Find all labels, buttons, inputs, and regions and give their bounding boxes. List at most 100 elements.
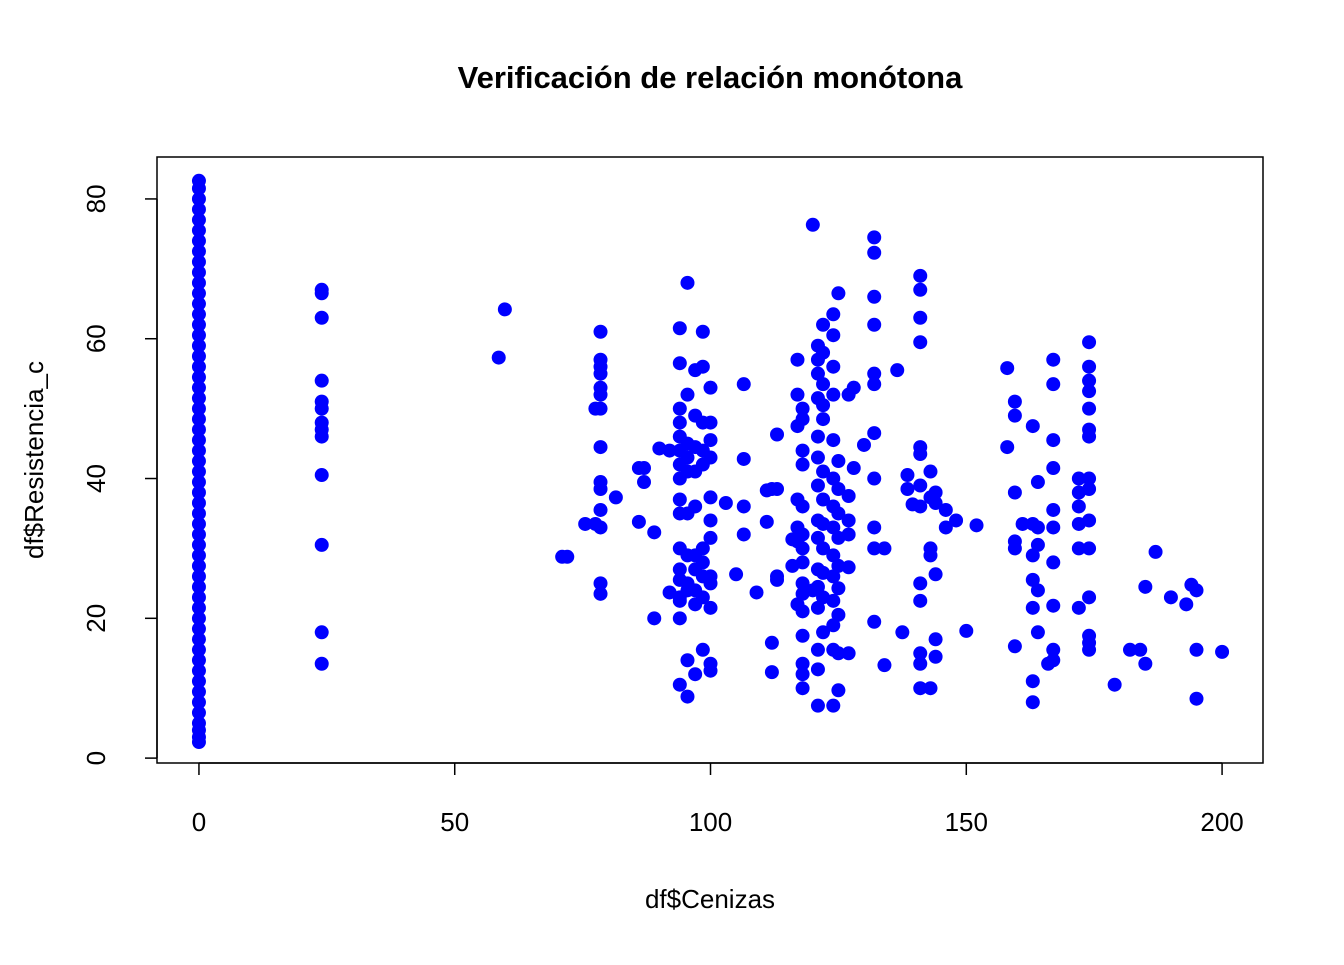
point	[191, 433, 206, 448]
point	[1071, 541, 1086, 556]
point	[846, 380, 861, 395]
point	[1015, 516, 1030, 531]
point	[810, 698, 825, 713]
point	[672, 492, 687, 507]
point	[1082, 482, 1097, 497]
point	[890, 363, 905, 378]
point	[1189, 583, 1204, 598]
point	[795, 457, 810, 472]
point	[191, 317, 206, 332]
point	[826, 593, 841, 608]
point	[1000, 361, 1015, 376]
point	[191, 506, 206, 521]
point	[593, 387, 608, 402]
point	[826, 548, 841, 563]
point	[1071, 471, 1086, 486]
point	[816, 377, 831, 392]
point	[795, 541, 810, 556]
point	[703, 450, 718, 465]
point	[191, 349, 206, 364]
point	[718, 495, 733, 510]
point	[672, 321, 687, 336]
point	[1046, 598, 1061, 613]
point	[913, 268, 928, 283]
point	[913, 593, 928, 608]
point	[1082, 359, 1097, 374]
point	[810, 662, 825, 677]
point	[191, 307, 206, 322]
point	[1007, 541, 1022, 556]
point	[826, 387, 841, 402]
point	[314, 625, 329, 640]
point	[703, 530, 718, 545]
point	[191, 244, 206, 259]
point	[191, 674, 206, 689]
point	[191, 401, 206, 416]
point	[191, 296, 206, 311]
point	[1025, 600, 1040, 615]
point	[877, 658, 892, 673]
point	[1071, 600, 1086, 615]
point	[1138, 656, 1153, 671]
point	[1082, 384, 1097, 399]
point	[764, 665, 779, 680]
point	[695, 590, 710, 605]
point	[191, 464, 206, 479]
point	[593, 576, 608, 591]
point	[680, 387, 695, 402]
point	[1082, 513, 1097, 528]
point	[867, 426, 882, 441]
point	[497, 302, 512, 317]
point	[191, 663, 206, 678]
point	[1163, 590, 1178, 605]
point	[795, 576, 810, 591]
point	[923, 681, 938, 696]
point	[1025, 419, 1040, 434]
point	[841, 513, 856, 528]
point	[1030, 537, 1045, 552]
x-tick-label: 100	[689, 807, 732, 837]
point	[314, 537, 329, 552]
y-tick-label: 20	[81, 604, 111, 633]
point	[191, 265, 206, 280]
point	[191, 254, 206, 269]
point	[191, 548, 206, 563]
point	[191, 621, 206, 636]
point	[831, 683, 846, 698]
point	[938, 502, 953, 517]
point	[1082, 541, 1097, 556]
x-tick-label: 50	[440, 807, 469, 837]
point	[816, 541, 831, 556]
point	[593, 502, 608, 517]
point	[770, 572, 785, 587]
point	[826, 328, 841, 343]
point	[688, 499, 703, 514]
point	[593, 324, 608, 339]
point	[560, 549, 575, 564]
point	[680, 450, 695, 465]
point	[631, 514, 646, 529]
point	[1046, 461, 1061, 476]
point	[1189, 691, 1204, 706]
point	[314, 373, 329, 388]
point	[831, 646, 846, 661]
point	[810, 530, 825, 545]
point	[1000, 440, 1015, 455]
point	[672, 562, 687, 577]
point	[703, 490, 718, 505]
point	[578, 516, 593, 531]
point	[913, 576, 928, 591]
point	[191, 412, 206, 427]
point	[695, 324, 710, 339]
point	[191, 537, 206, 552]
point	[831, 581, 846, 596]
point	[191, 380, 206, 395]
point	[1030, 475, 1045, 490]
point	[810, 579, 825, 594]
point	[736, 377, 751, 392]
point	[816, 412, 831, 427]
point	[1082, 401, 1097, 416]
point	[877, 541, 892, 556]
point	[867, 471, 882, 486]
point	[1082, 471, 1097, 486]
